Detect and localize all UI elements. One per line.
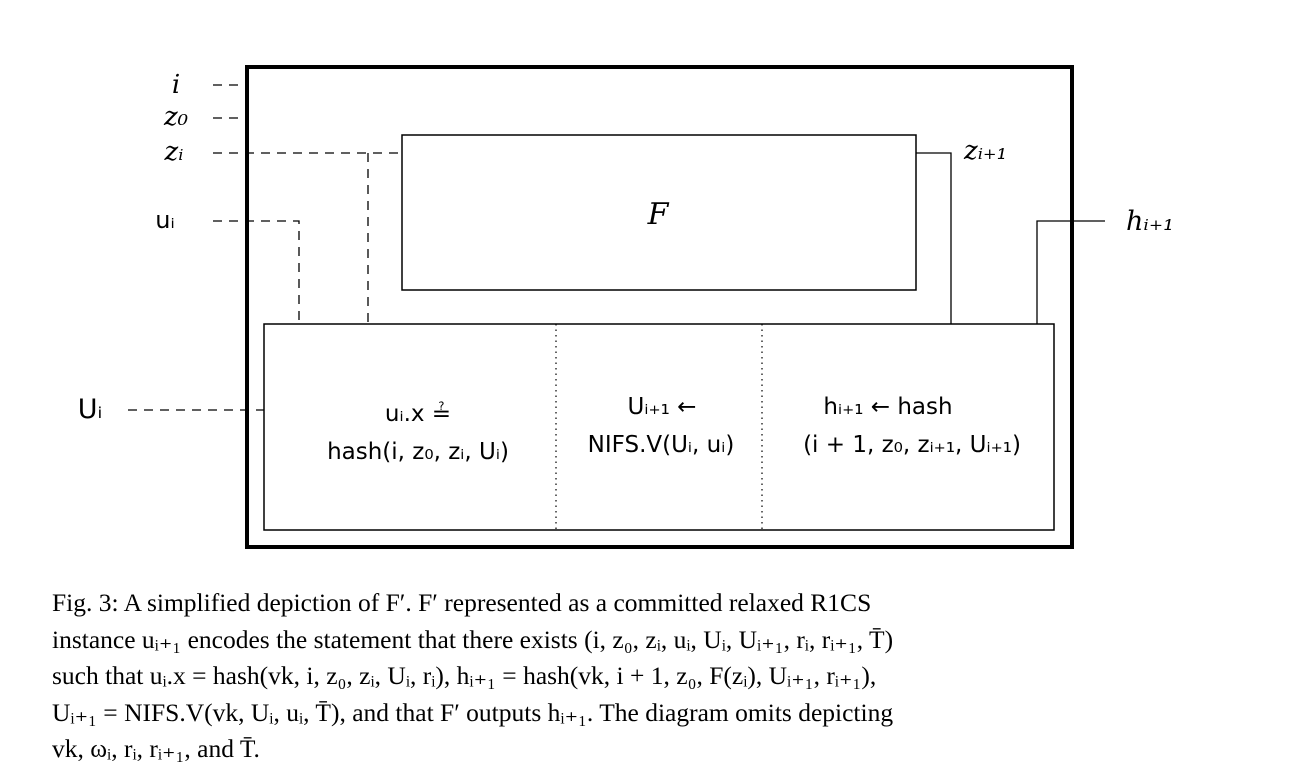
function-box [401, 134, 917, 291]
hash-panel-line1: hᵢ₊₁ ← hash [823, 394, 952, 420]
circuit-diagram: F i z₀ zᵢ uᵢ Uᵢ zᵢ₊₁ hᵢ₊₁ uᵢ.x ≟ hash(i,… [78, 65, 1174, 549]
input-wires [128, 84, 400, 411]
caption-line: such that uᵢ.x = hash(vk, i, z₀, zᵢ, Uᵢ,… [52, 661, 877, 690]
label-Ui: Uᵢ [78, 394, 103, 425]
fold-panel-line1: Uᵢ₊₁ ← [628, 394, 697, 420]
caption-line: Uᵢ₊₁ = NIFS.V(vk, Uᵢ, uᵢ, T̄), and that … [52, 697, 894, 727]
label-zi: zᵢ [164, 137, 184, 167]
check-panel-line2: hash(i, z₀, zᵢ, Uᵢ) [327, 439, 509, 465]
wire-ui [213, 220, 300, 324]
label-hi1: hᵢ₊₁ [1126, 206, 1174, 237]
check-panel-line1: uᵢ.x ≟ [385, 401, 451, 427]
caption-line: Fig. 3: A simplified depiction of F′. F′… [52, 588, 872, 617]
label-z0: z₀ [163, 102, 189, 132]
label-i: i [172, 70, 180, 100]
wire-zi1 [916, 152, 952, 324]
figure-caption: Fig. 3: A simplified depiction of F′. F′… [52, 585, 1212, 768]
function-box-label: F [647, 197, 670, 232]
wire-hi1 [1036, 220, 1105, 324]
hash-panel-line2: (i + 1, z₀, zᵢ₊₁, Uᵢ₊₁) [803, 432, 1021, 458]
verifier-box [263, 323, 1055, 531]
caption-line: vk, ωᵢ, rᵢ, rᵢ₊₁, and T̄. [52, 734, 260, 763]
label-ui: uᵢ [155, 206, 175, 234]
label-zi1: zᵢ₊₁ [963, 136, 1007, 166]
output-wires [916, 152, 1105, 324]
outer-box [245, 65, 1074, 549]
fold-panel-line2: NIFS.V(Uᵢ, uᵢ) [588, 432, 735, 458]
caption-line: instance uᵢ₊₁ encodes the statement that… [52, 624, 894, 654]
